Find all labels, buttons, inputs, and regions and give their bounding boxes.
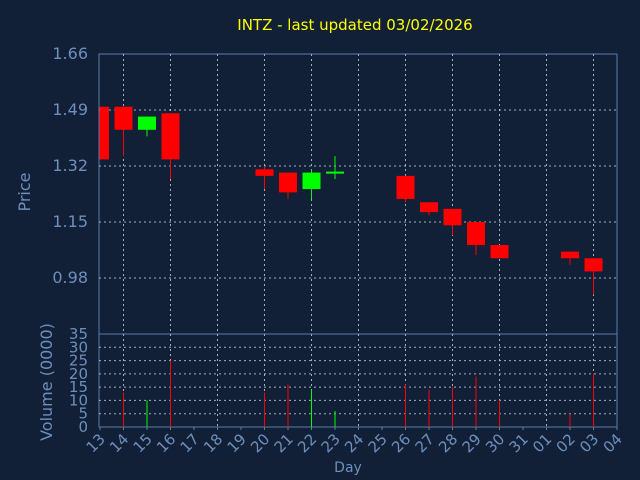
volume-tick-label: 20 [69, 365, 88, 383]
candle-body [584, 258, 603, 272]
price-tick-label: 1.66 [52, 44, 88, 63]
x-axis-label: Day [334, 460, 362, 476]
candle-body [443, 208, 462, 226]
x-tick-label: 28 [435, 430, 461, 456]
volume-tick-label: 30 [69, 338, 88, 356]
volume-tick-label: 0 [78, 418, 88, 436]
x-tick-label: 29 [459, 430, 485, 456]
x-tick-label: 23 [318, 430, 344, 456]
candle-body [302, 172, 321, 190]
candle-body [279, 172, 297, 193]
x-tick-label: 25 [365, 430, 391, 456]
x-tick-label: 01 [529, 430, 555, 456]
candle-body [114, 106, 133, 130]
price-y-ticks: 0.98 1.15 1.32 1.49 1.66 [52, 44, 88, 287]
candle-body [420, 202, 438, 213]
x-tick-label: 19 [224, 430, 250, 456]
price-axis-label: Price [15, 172, 34, 211]
price-tick-label: 1.49 [52, 100, 88, 119]
x-tick-label: 04 [600, 430, 626, 456]
candle-body [490, 245, 509, 259]
candle-body [255, 169, 274, 176]
candle-body [161, 113, 180, 160]
x-tick-label: 03 [576, 430, 602, 456]
volume-tick-label: 5 [78, 405, 88, 423]
volume-grid [99, 334, 617, 427]
candle-body [100, 106, 109, 160]
x-ticks: 1314151617181920212223242526272829303101… [83, 427, 626, 456]
x-tick-label: 26 [388, 430, 414, 456]
x-tick-label: 27 [412, 430, 438, 456]
x-tick-label: 15 [130, 430, 156, 456]
candle-body [467, 222, 485, 246]
candles [99, 106, 603, 295]
x-tick-label: 14 [106, 430, 132, 456]
x-tick-label: 22 [294, 430, 320, 456]
price-tick-label: 0.98 [52, 268, 88, 287]
price-grid [99, 54, 617, 334]
volume-bars [123, 360, 594, 427]
x-tick-label: 24 [341, 430, 367, 456]
price-tick-label: 1.15 [52, 212, 88, 231]
price-tick-label: 1.32 [52, 156, 88, 175]
x-tick-label: 20 [247, 430, 273, 456]
volume-tick-label: 10 [69, 391, 88, 409]
volume-tick-label: 35 [69, 325, 88, 343]
x-tick-label: 31 [506, 430, 532, 456]
candle-body [138, 116, 156, 130]
x-tick-label: 02 [553, 430, 579, 456]
candle-body [561, 251, 579, 259]
x-tick-label: 30 [482, 430, 508, 456]
volume-tick-label: 15 [69, 378, 88, 396]
candle-body [396, 175, 415, 199]
chart-title: INTZ - last updated 03/02/2026 [237, 16, 472, 34]
x-tick-label: 17 [177, 430, 203, 456]
volume-axis-label: Volume (0000) [37, 323, 56, 441]
volume-tick-label: 25 [69, 352, 88, 370]
x-tick-label: 16 [153, 430, 179, 456]
x-tick-label: 21 [271, 430, 297, 456]
x-tick-label: 18 [200, 430, 226, 456]
